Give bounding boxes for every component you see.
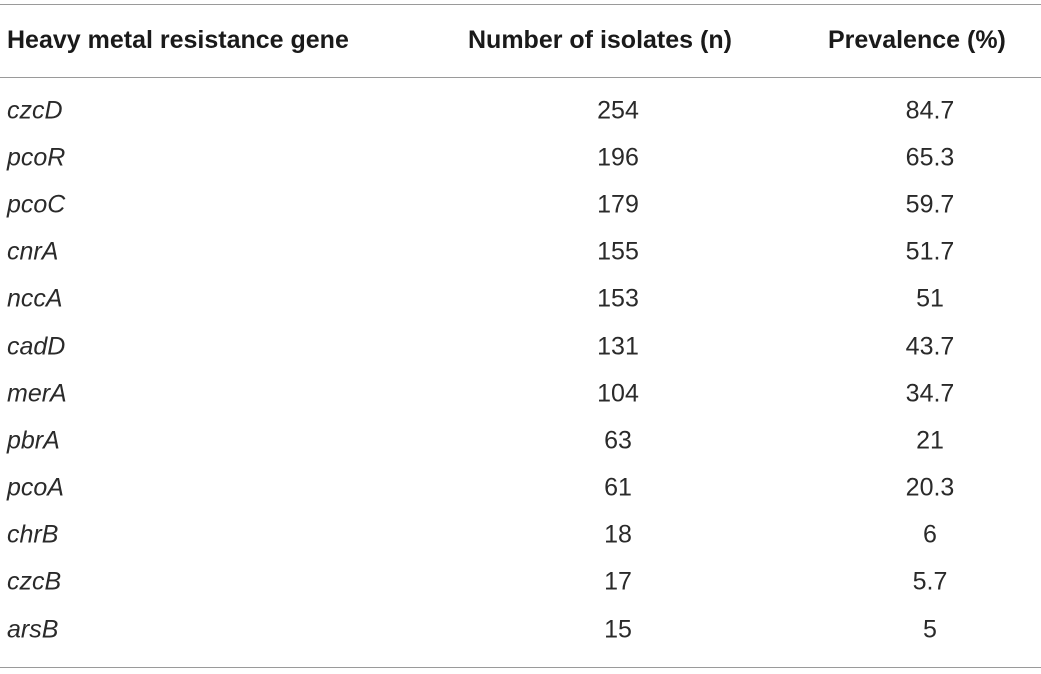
table-row: nccA 153 51 (0, 276, 1041, 323)
cell-isolates: 63 (604, 426, 632, 455)
cell-gene: cnrA (7, 237, 59, 266)
cell-gene: pcoA (7, 473, 64, 502)
table-row: cadD 131 43.7 (0, 323, 1041, 370)
cell-prevalence: 20.3 (905, 473, 955, 502)
cell-isolates: 17 (604, 567, 632, 596)
table-top-rule (0, 4, 1041, 5)
cell-isolates: 104 (597, 379, 639, 408)
header-prevalence: Prevalence (%) (828, 26, 1006, 54)
table-row: czcD 254 84.7 (0, 87, 1041, 134)
table-row: pcoR 196 65.3 (0, 134, 1041, 181)
cell-gene: merA (7, 379, 67, 408)
cell-isolates: 196 (597, 143, 639, 172)
cell-isolates: 153 (597, 284, 639, 313)
table-row: pcoC 179 59.7 (0, 181, 1041, 228)
cell-gene: nccA (7, 284, 63, 313)
cell-isolates: 61 (604, 473, 632, 502)
table-row: czcB 17 5.7 (0, 559, 1041, 606)
cell-gene: arsB (7, 615, 59, 644)
table-row: arsB 15 5 (0, 606, 1041, 653)
table-row: cnrA 155 51.7 (0, 229, 1041, 276)
table-row: chrB 18 6 (0, 512, 1041, 559)
cell-prevalence: 59.7 (905, 190, 955, 219)
table-row: merA 104 34.7 (0, 370, 1041, 417)
cell-prevalence: 6 (923, 520, 937, 549)
cell-isolates: 254 (597, 96, 639, 125)
cell-gene: czcB (7, 567, 62, 596)
cell-gene: pcoR (7, 143, 66, 172)
cell-isolates: 179 (597, 190, 639, 219)
cell-prevalence: 65.3 (905, 143, 955, 172)
cell-gene: cadD (7, 332, 66, 361)
cell-isolates: 15 (604, 615, 632, 644)
cell-prevalence: 5.7 (912, 567, 948, 596)
cell-prevalence: 51.7 (905, 237, 955, 266)
cell-prevalence: 21 (916, 426, 944, 455)
header-gene: Heavy metal resistance gene (7, 26, 349, 54)
table-bottom-rule (0, 667, 1041, 668)
table-header-row: Heavy metal resistance gene Number of is… (0, 4, 1041, 77)
cell-gene: pcoC (7, 190, 66, 219)
cell-prevalence: 43.7 (905, 332, 955, 361)
cell-isolates: 155 (597, 237, 639, 266)
cell-isolates: 131 (597, 332, 639, 361)
cell-gene: czcD (7, 96, 63, 125)
cell-gene: chrB (7, 520, 59, 549)
cell-isolates: 18 (604, 520, 632, 549)
header-isolates: Number of isolates (n) (468, 26, 732, 54)
table-row: pcoA 61 20.3 (0, 465, 1041, 512)
cell-prevalence: 51 (916, 284, 944, 313)
table-body: czcD 254 84.7 pcoR 196 65.3 pcoC 179 59.… (0, 87, 1041, 653)
table-row: pbrA 63 21 (0, 417, 1041, 464)
cell-prevalence: 84.7 (905, 96, 955, 125)
cell-gene: pbrA (7, 426, 60, 455)
cell-prevalence: 5 (923, 615, 937, 644)
cell-prevalence: 34.7 (905, 379, 955, 408)
table-header-rule (0, 77, 1041, 78)
